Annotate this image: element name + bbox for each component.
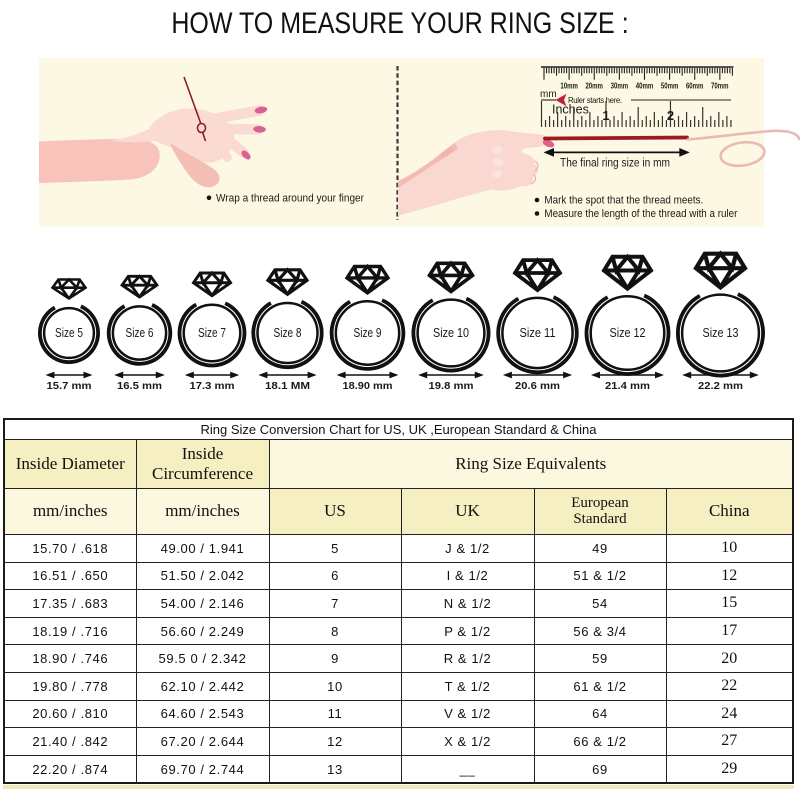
svg-text:10mm: 10mm (560, 81, 578, 91)
svg-text:60mm: 60mm (686, 81, 704, 91)
svg-text:The final ring size in mm: The final ring size in mm (560, 156, 670, 170)
svg-text:Ruler starts here.: Ruler starts here. (568, 96, 622, 105)
svg-text:16.5 mm: 16.5 mm (117, 381, 162, 392)
svg-text:Size 5: Size 5 (55, 325, 83, 340)
svg-text:Size 13: Size 13 (703, 325, 739, 340)
svg-text:18.1 MM: 18.1 MM (265, 381, 310, 392)
svg-text:Size 6: Size 6 (126, 325, 154, 340)
svg-text:Size 11: Size 11 (520, 325, 556, 340)
svg-text:20.6 mm: 20.6 mm (515, 381, 560, 392)
svg-text:Inches: Inches (552, 103, 589, 117)
svg-text:Size 10: Size 10 (433, 325, 469, 340)
svg-text:70mm: 70mm (711, 81, 729, 91)
svg-text:22.2 mm: 22.2 mm (698, 381, 743, 392)
svg-text:15.7 mm: 15.7 mm (47, 381, 92, 392)
svg-text:20mm: 20mm (585, 81, 603, 91)
svg-text:21.4 mm: 21.4 mm (605, 381, 650, 392)
svg-text:17.3 mm: 17.3 mm (190, 381, 235, 392)
svg-text:2: 2 (667, 108, 674, 123)
svg-text:1: 1 (602, 108, 609, 123)
svg-text:Size 7: Size 7 (198, 325, 226, 340)
svg-text:Wrap a thread around your fing: Wrap a thread around your finger (216, 192, 364, 204)
svg-text:Size 9: Size 9 (354, 325, 382, 340)
svg-text:50mm: 50mm (661, 81, 679, 91)
svg-text:mm: mm (540, 89, 557, 100)
svg-text:18.90 mm: 18.90 mm (343, 381, 393, 392)
svg-text:Size 8: Size 8 (274, 325, 302, 340)
svg-text:Mark the spot that the thread: Mark the spot that the thread meets. (544, 195, 703, 207)
svg-text:Size 12: Size 12 (610, 325, 646, 340)
svg-text:30mm: 30mm (611, 81, 629, 91)
svg-text:Measure the length of the thre: Measure the length of the thread with a … (544, 208, 737, 220)
svg-text:19.8 mm: 19.8 mm (429, 381, 474, 392)
svg-text:40mm: 40mm (636, 81, 654, 91)
